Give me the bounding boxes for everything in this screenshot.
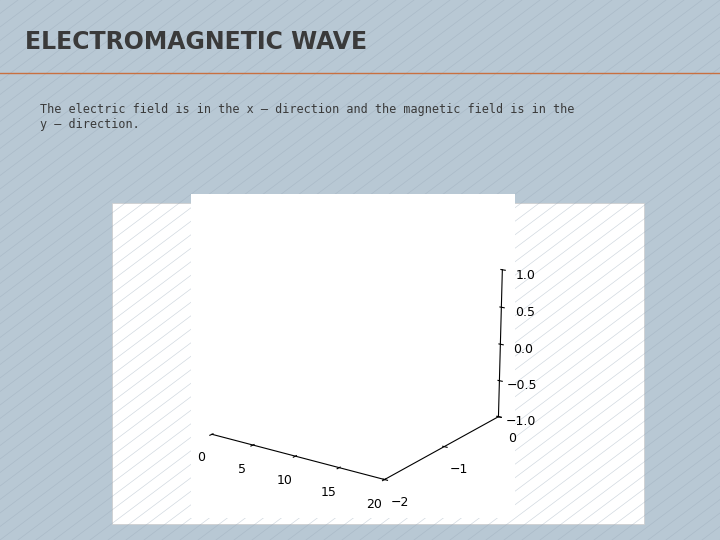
Text: ELECTROMAGNETIC WAVE: ELECTROMAGNETIC WAVE bbox=[25, 30, 367, 53]
FancyBboxPatch shape bbox=[112, 202, 644, 524]
Text: The electric field is in the x – direction and the magnetic field is in the
y – : The electric field is in the x – directi… bbox=[40, 103, 574, 131]
